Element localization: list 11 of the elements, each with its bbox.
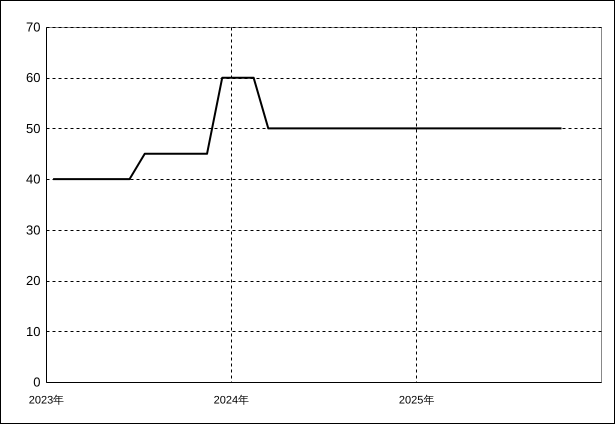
- x-tick-label: 2023年: [28, 394, 64, 406]
- y-tick-label: 50: [26, 120, 40, 136]
- y-tick-label: 10: [26, 324, 40, 339]
- y-tick-label: 60: [26, 70, 40, 86]
- y-tick-label: 20: [26, 273, 40, 288]
- x-tick-label: 2024年: [214, 394, 250, 406]
- y-tick-label: 70: [26, 20, 40, 34]
- y-tick-label: 40: [26, 172, 40, 187]
- y-tick-label: 0: [33, 374, 40, 390]
- x-tick-label: 2025年: [398, 394, 434, 406]
- y-tick-label: 30: [26, 222, 40, 238]
